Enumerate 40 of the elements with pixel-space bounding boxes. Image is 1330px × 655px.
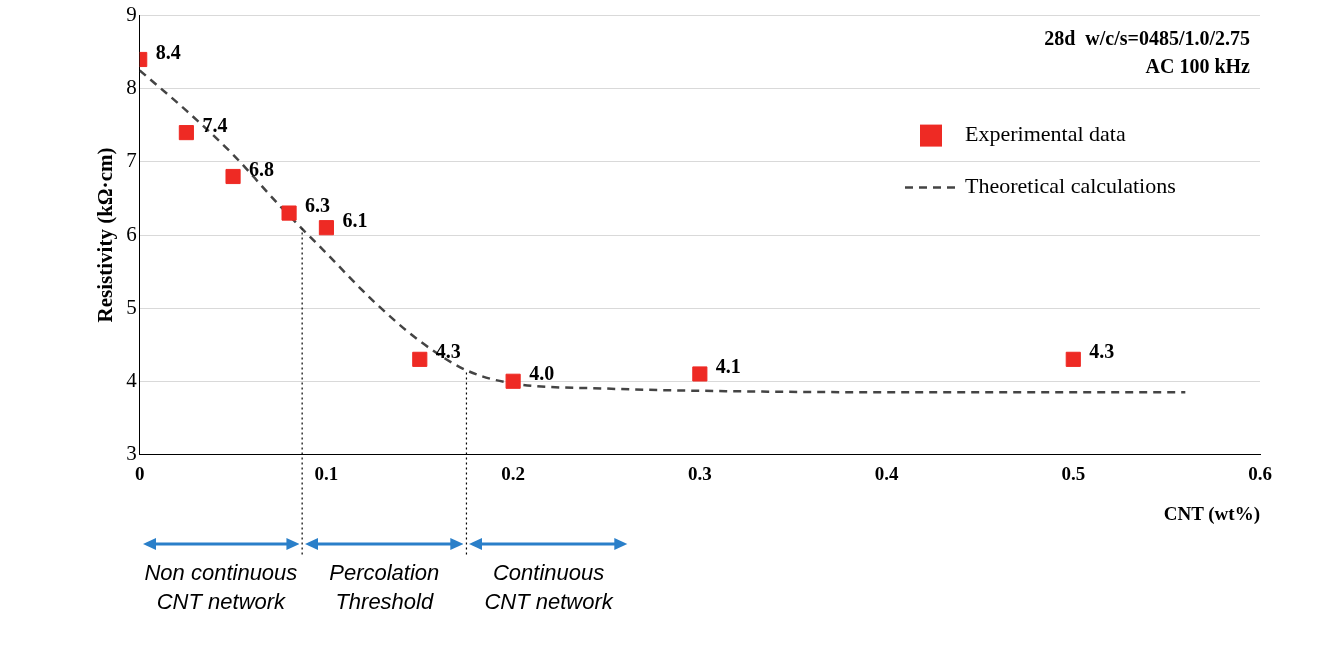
data-label: 6.8 xyxy=(249,157,275,180)
data-label: 7.4 xyxy=(202,113,228,136)
text: Continuous CNT network xyxy=(484,560,613,615)
data-label: 6.1 xyxy=(342,208,368,231)
y-tick-label: 6 xyxy=(126,221,137,246)
text: Percolation Threshold xyxy=(329,560,440,615)
y-axis-title: Resistivity (kΩ·cm) xyxy=(93,147,118,323)
x-axis-title: CNT (wt%) xyxy=(1163,502,1260,525)
x-tick-label: 0.6 xyxy=(1248,462,1272,484)
point xyxy=(412,351,428,367)
legend-label: Experimental data xyxy=(965,121,1126,147)
y-tick-label: 4 xyxy=(126,367,138,392)
x-tick-label: 0.3 xyxy=(687,462,712,484)
x-tick-label: 0 xyxy=(134,462,145,484)
point xyxy=(225,168,241,185)
point xyxy=(318,220,334,236)
point xyxy=(178,125,194,141)
data-label: 4.0 xyxy=(529,362,555,385)
data-label: 6.3 xyxy=(305,194,331,217)
x-tick-label: 0.2 xyxy=(501,462,526,484)
x-tick-label: 0.1 xyxy=(314,462,339,484)
y-tick-label: 3 xyxy=(126,440,137,465)
data-label: 4.3 xyxy=(1089,340,1115,363)
data-label: 4.3 xyxy=(435,340,461,363)
text: Non continuous CNT network xyxy=(144,560,298,615)
annotation: AC 100 kHz xyxy=(1145,54,1251,77)
point xyxy=(1065,351,1081,367)
x-tick-label: 0.5 xyxy=(1061,462,1086,484)
data-label: 8.4 xyxy=(155,40,181,63)
annotation: 28d w/c/s=0485/1.0/2.75 xyxy=(1044,26,1250,49)
point xyxy=(281,205,297,221)
point xyxy=(692,366,708,382)
y-tick-label: 8 xyxy=(126,75,137,100)
data-label: 4.1 xyxy=(715,355,741,378)
y-tick-label: 7 xyxy=(126,148,137,173)
y-tick-label: 9 xyxy=(126,2,137,27)
point xyxy=(505,373,521,389)
x-tick-label: 0.4 xyxy=(874,462,899,484)
legend-label: Theoretical calculations xyxy=(965,173,1176,199)
y-tick-label: 5 xyxy=(126,294,137,319)
